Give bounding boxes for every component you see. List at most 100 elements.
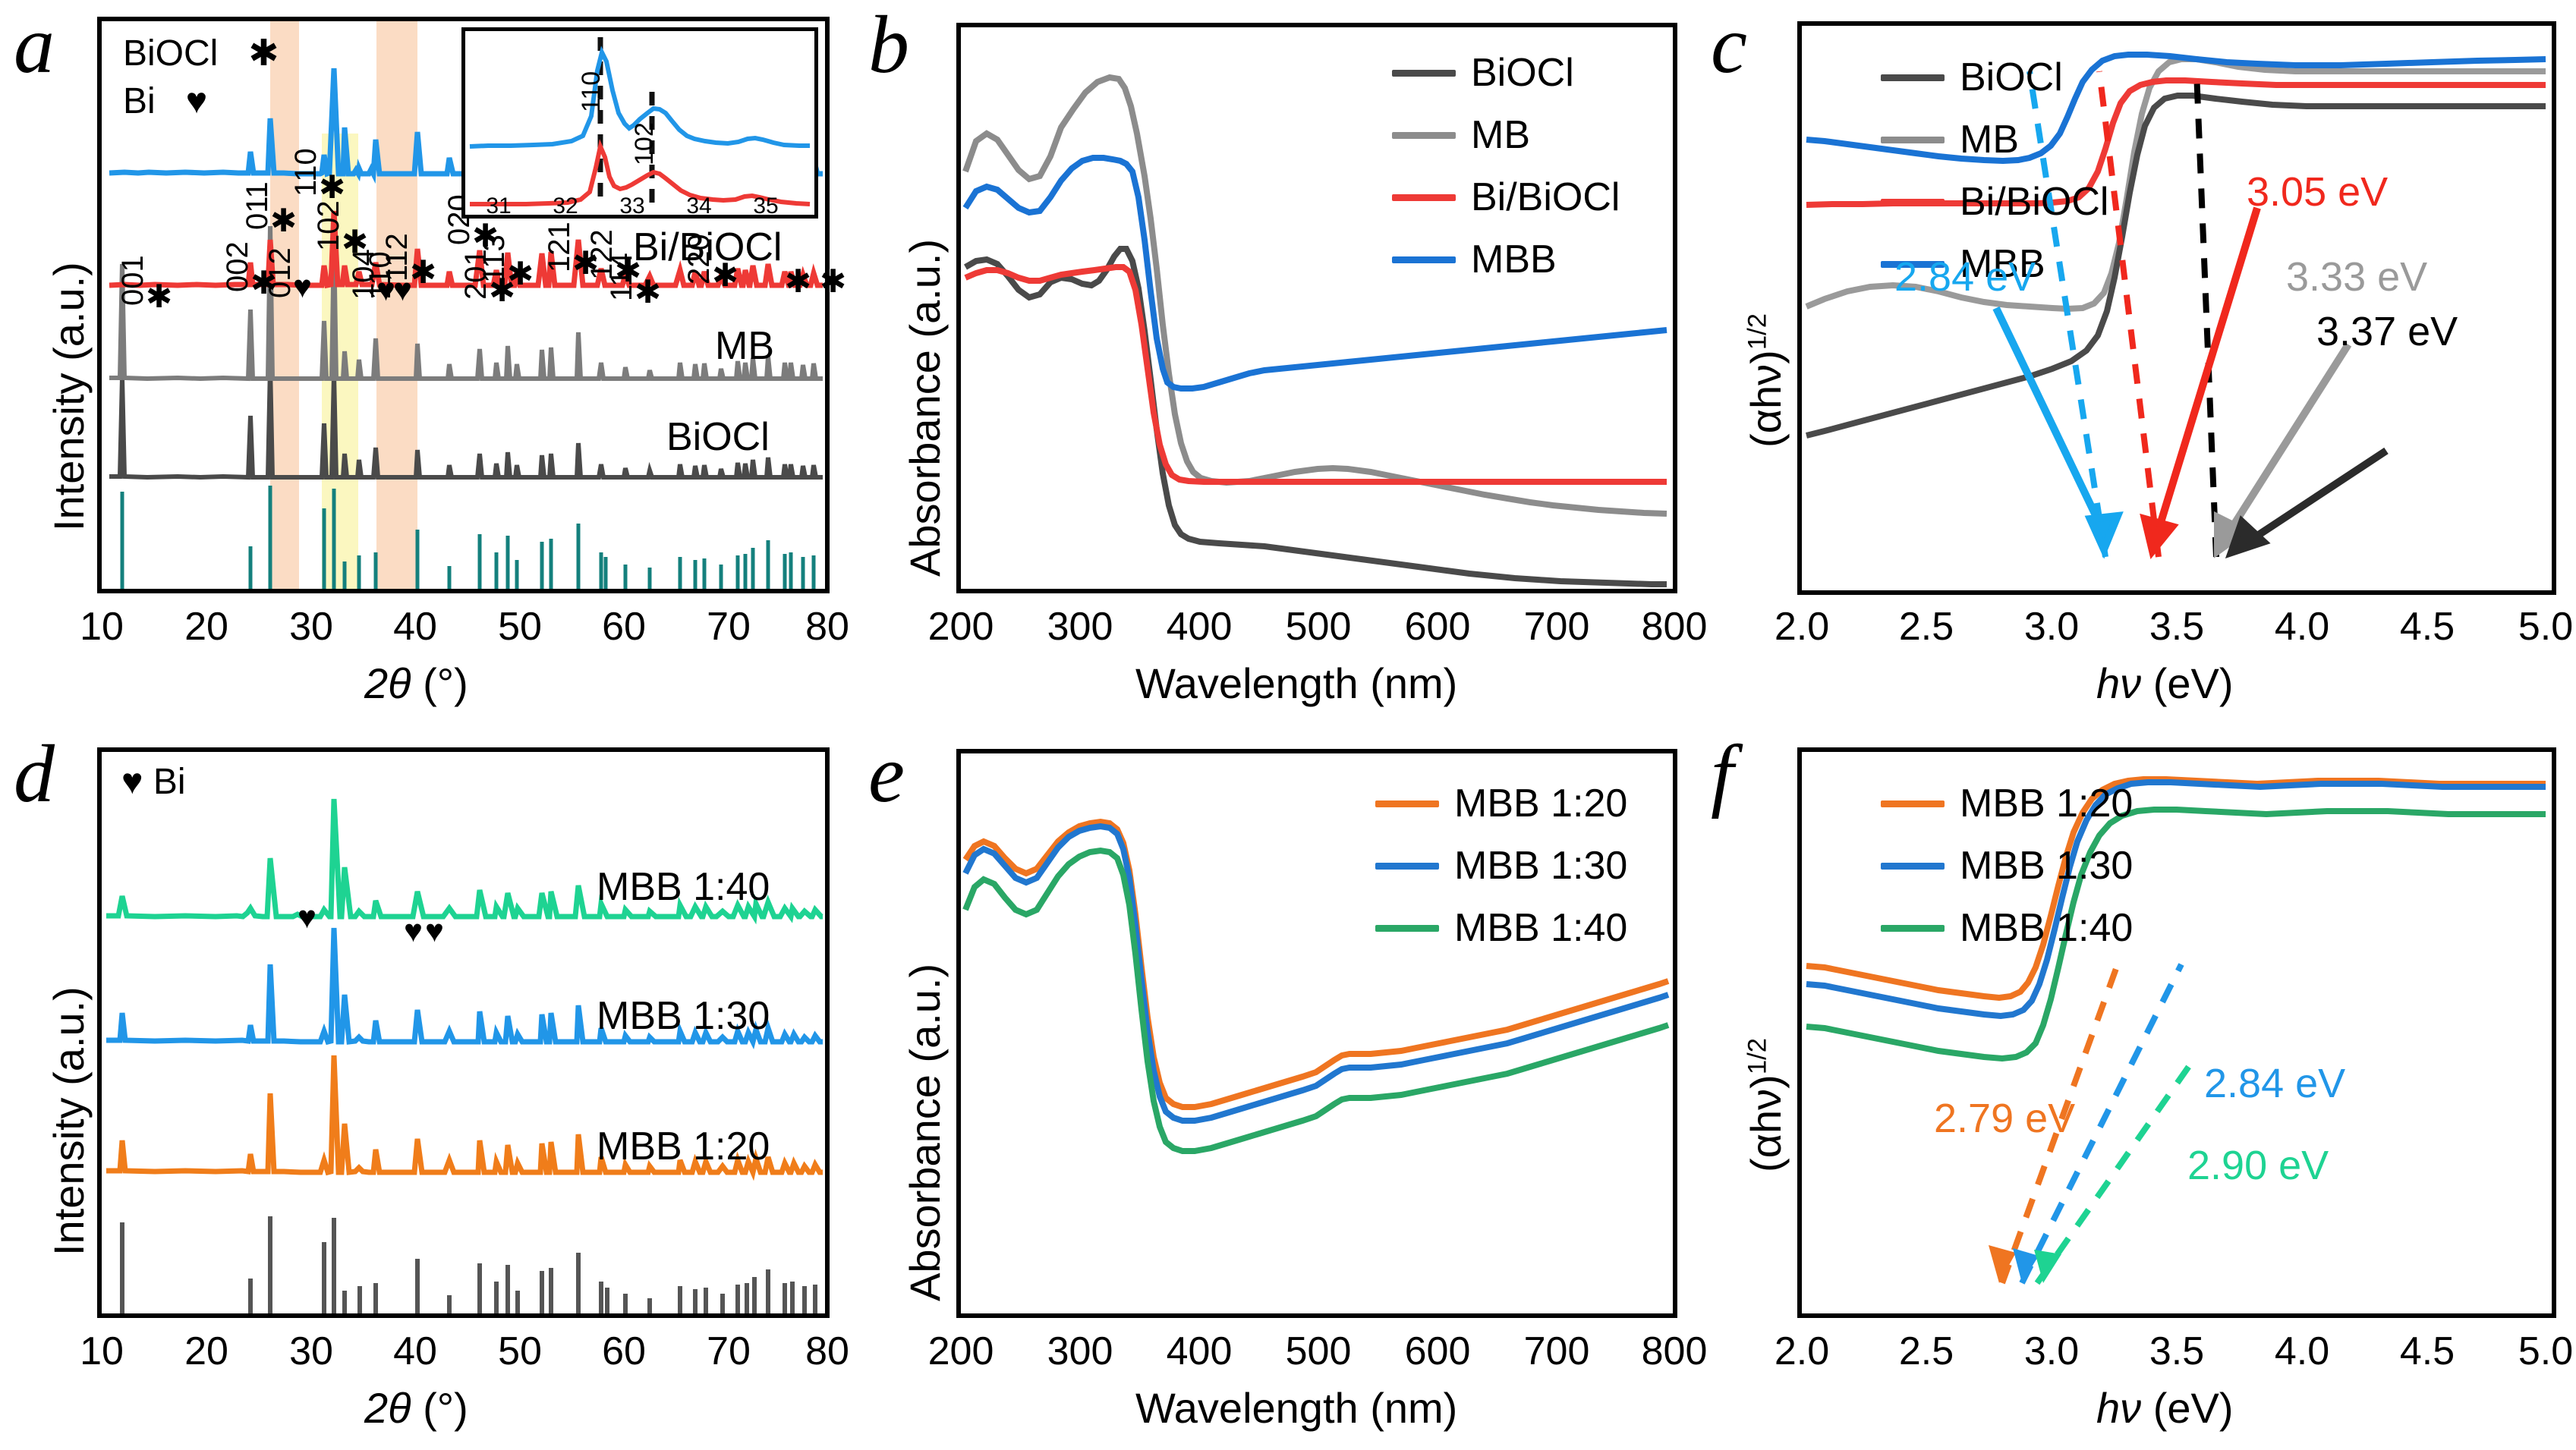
arrow-bi-biocl <box>2140 206 2261 560</box>
panel-e-xtick-3: 500 <box>1285 1329 1352 1373</box>
legend-item-mbb[interactable]: MBB <box>1392 237 1620 282</box>
panel-a-plot: 001 ✱ 002 ✱ 011 ✱ 012 ♥ 110 ✱ 102 ✱ 104 … <box>97 17 846 593</box>
panel-a-xtick-7: 80 <box>805 605 849 649</box>
legend-f-label-1-20: MBB 1:20 <box>1960 782 2134 826</box>
heart-key-icon-d: ♥ <box>121 762 143 802</box>
legend-c-item-biocl[interactable]: BiOCl <box>1881 55 2108 100</box>
panel-d-canvas <box>106 798 824 1313</box>
asterisk-122: ✱ <box>615 253 642 288</box>
panel-e-ylabel: Absorbance (a.u.) <box>901 963 949 1301</box>
panel-c-xtick-3: 3.5 <box>2149 605 2205 649</box>
heart-marker-d-1: ♥ <box>298 899 316 935</box>
legend-f-item-1-40[interactable]: MBB 1:40 <box>1881 905 2133 951</box>
curve-b-biocl <box>964 246 1667 587</box>
panel-c-plot: BiOCl MB Bi/BiOCl MBB 2.84 eV 3.05 eV 3.… <box>1797 21 2556 595</box>
tangent-bi-biocl <box>2096 71 2162 558</box>
legend-f-item-1-30[interactable]: MBB 1:30 <box>1881 843 2133 889</box>
panel-e-xtick-4: 600 <box>1404 1329 1471 1373</box>
panel-d-xlabel-unit: (°) <box>411 1384 468 1432</box>
curve-label-d-1-40: MBB 1:40 <box>597 865 770 909</box>
panel-d-xtick-3: 40 <box>393 1329 437 1373</box>
panel-b-xtick-1: 300 <box>1047 605 1113 649</box>
panel-f-xtick-0: 2.0 <box>1774 1329 1830 1373</box>
asterisk-121: ✱ <box>572 245 600 281</box>
highlight-band-2 <box>376 21 417 589</box>
panel-f-xtick-4: 4.0 <box>2274 1329 2330 1373</box>
heart-marker-d-3: ♥ <box>425 913 444 948</box>
panel-e-xtick-1: 300 <box>1047 1329 1113 1373</box>
panel-c-ylabel: (αhν)1/2 <box>1741 313 1790 448</box>
panel-f-xlabel-unit: (eV) <box>2141 1384 2234 1432</box>
legend-e-item-1-40[interactable]: MBB 1:40 <box>1375 905 1627 951</box>
legend-c-item-bi-biocl[interactable]: Bi/BiOCl <box>1881 179 2108 225</box>
key-bi-text-d: Bi <box>153 762 186 802</box>
panel-b-legend: BiOCl MB Bi/BiOCl MBB <box>1392 50 1620 299</box>
panel-b-label: b <box>868 0 909 90</box>
panel-a-xlabel-sym: 2θ <box>364 659 411 707</box>
panel-d-xtick-1: 20 <box>184 1329 228 1373</box>
panel-b-ylabel: Absorbance (a.u.) <box>901 238 949 577</box>
panel-c-xtick-2: 3.0 <box>2023 605 2080 649</box>
panel-a-xtick-3: 40 <box>393 605 437 649</box>
panel-a-xlabel: 2θ (°) <box>364 659 468 708</box>
curve-label-mb: MB <box>715 324 774 368</box>
curve-b-mb <box>962 74 1667 517</box>
panel-b-canvas <box>962 74 1667 587</box>
inset-xtick-31: 31 <box>486 193 512 219</box>
panel-a-xlabel-unit: (°) <box>411 659 468 707</box>
legend-c-item-mb[interactable]: MB <box>1881 117 2108 162</box>
panel-b-xtick-0: 200 <box>927 605 994 649</box>
panel-e-plot: MBB 1:20 MBB 1:30 MBB 1:40 <box>956 749 1677 1318</box>
panel-e-canvas <box>962 818 1670 1154</box>
legend-e-item-1-20[interactable]: MBB 1:20 <box>1375 781 1627 826</box>
panel-f: f (αhν)1/2 MBB 1:20 <box>1702 725 2576 1450</box>
panel-e-label: e <box>868 729 905 819</box>
bandgap-f-label-1-40: 2.90 eV <box>2187 1143 2329 1188</box>
bandgap-label-biocl: 3.37 eV <box>2316 309 2458 354</box>
arrowhead-f-1-30 <box>2013 1248 2039 1283</box>
legend-c-item-mbb[interactable]: MBB <box>1881 241 2108 287</box>
panel-d-label: d <box>14 729 55 819</box>
arrowhead-f-1-20 <box>1989 1245 2016 1283</box>
panel-f-xtick-2: 3.0 <box>2023 1329 2080 1373</box>
panel-d-xtick-0: 10 <box>80 1329 124 1373</box>
heart-key-icon: ♥ <box>165 81 208 121</box>
asterisk-102: ✱ <box>342 224 369 259</box>
panel-c-xlabel: hν (eV) <box>2096 659 2234 708</box>
key-biocl-text: BiOCl <box>123 33 219 74</box>
panel-e-xtick-6: 800 <box>1641 1329 1708 1373</box>
legend-f-swatch-1-20 <box>1881 800 1945 807</box>
asterisk-112: ✱ <box>410 254 437 290</box>
panel-c-xtick-1: 2.5 <box>1898 605 1954 649</box>
legend-f-label-1-30: MBB 1:30 <box>1960 844 2134 888</box>
bandgap-label-mb: 3.33 eV <box>2286 254 2428 300</box>
legend-f-item-1-20[interactable]: MBB 1:20 <box>1881 781 2133 826</box>
legend-c-label-mbb: MBB <box>1960 242 2045 286</box>
panel-a-key-bi: Bi ♥ <box>123 80 207 122</box>
legend-item-bi-biocl[interactable]: Bi/BiOCl <box>1392 175 1620 220</box>
legend-c-swatch-mbb <box>1881 260 1945 268</box>
panel-d-xtick-2: 30 <box>289 1329 333 1373</box>
inset-xtick-34: 34 <box>686 193 712 219</box>
legend-item-biocl[interactable]: BiOCl <box>1392 50 1620 96</box>
legend-item-mb[interactable]: MB <box>1392 112 1620 158</box>
arrow-biocl <box>2225 447 2389 558</box>
panel-f-canvas <box>1806 776 2546 1285</box>
panel-f-xlabel: hν (eV) <box>2096 1383 2234 1433</box>
asterisk-extra-2: ✱ <box>820 263 847 299</box>
legend-label-biocl: BiOCl <box>1471 51 1574 95</box>
curve-label-bi-biocl: Bi/BiOCl <box>633 225 783 269</box>
legend-e-item-1-30[interactable]: MBB 1:30 <box>1375 843 1627 889</box>
panel-f-xtick-5: 4.5 <box>2399 1329 2455 1373</box>
inset-canvas <box>469 37 811 206</box>
panel-a-xtick-6: 70 <box>707 605 751 649</box>
legend-swatch-biocl <box>1392 69 1456 77</box>
panel-b-xtick-3: 500 <box>1285 605 1352 649</box>
asterisk-key-icon: ✱ <box>228 33 279 74</box>
panel-d-xtick-6: 70 <box>707 1329 751 1373</box>
panel-c-label: c <box>1711 0 1747 90</box>
panel-c-xtick-0: 2.0 <box>1774 605 1830 649</box>
legend-label-mb: MB <box>1471 113 1530 157</box>
inset-xtick-35: 35 <box>753 193 779 219</box>
